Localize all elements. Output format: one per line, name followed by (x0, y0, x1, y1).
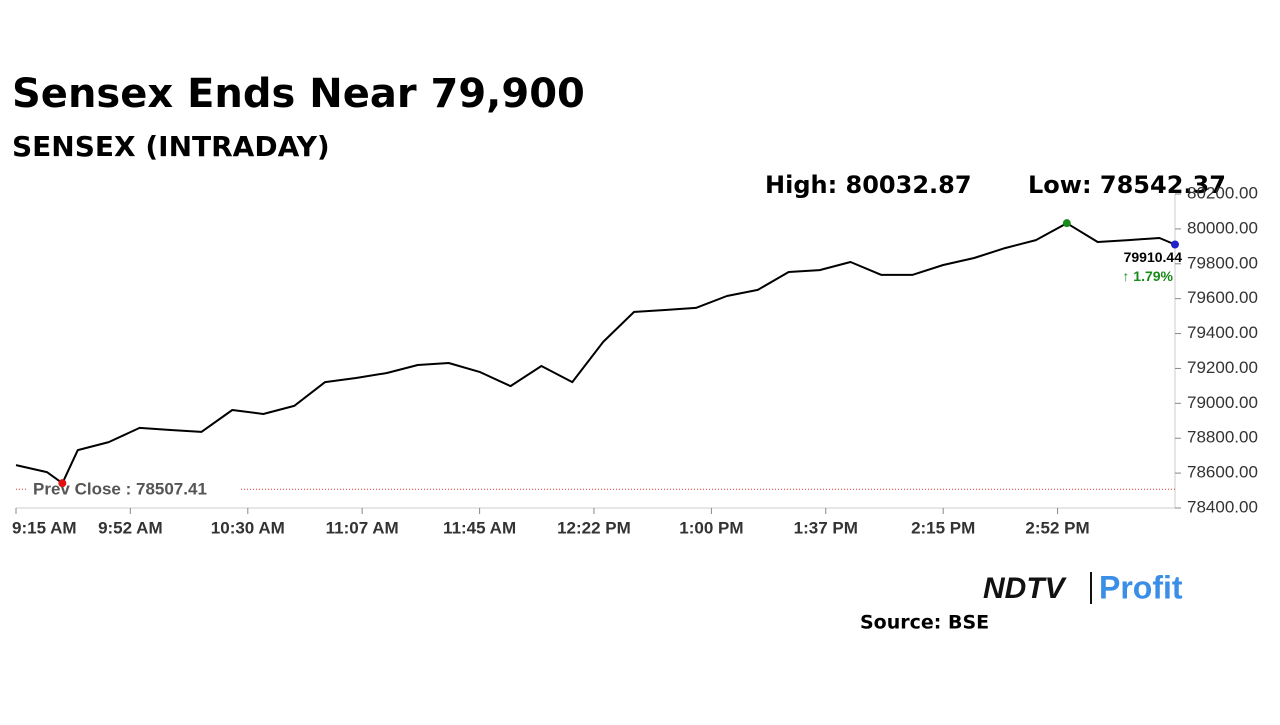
x-tick-label: 11:45 AM (443, 518, 516, 537)
high-dot (1062, 219, 1071, 228)
chart-subtitle: SENSEX (INTRADAY) (12, 130, 330, 163)
y-tick-label: 78800.00 (1187, 428, 1258, 447)
prev-close-label: Prev Close : 78507.41 (33, 480, 207, 499)
y-tick-label: 79600.00 (1187, 288, 1258, 307)
source: Source: BSE (860, 612, 989, 634)
prev-close-bg (28, 479, 240, 500)
y-tick-label: 79400.00 (1187, 323, 1258, 342)
low-dot (58, 479, 67, 488)
x-tick-label: 2:52 PM (1025, 518, 1089, 537)
x-tick-label: 1:37 PM (794, 518, 858, 537)
x-tick-label: 12:22 PM (557, 518, 631, 537)
last-dot (1171, 240, 1179, 249)
y-tick-label: 78400.00 (1187, 497, 1258, 516)
x-tick-label: 10:30 AM (211, 518, 285, 537)
x-tick-label: 1:00 PM (679, 518, 743, 537)
y-tick-label: 80200.00 (1187, 183, 1258, 202)
x-tick-label: 11:07 AM (326, 518, 399, 537)
price-line (15, 222, 1176, 485)
brand-left: NDTV (983, 572, 1068, 605)
x-tick-label: 9:15 AM (12, 518, 77, 537)
last-value-label: 79910.44 (1124, 249, 1183, 265)
y-tick-label: 79800.00 (1187, 253, 1258, 272)
y-tick-label: 79000.00 (1187, 393, 1258, 412)
y-tick-label: 80000.00 (1187, 218, 1258, 237)
x-tick-label: 2:15 PM (911, 518, 975, 537)
chart-title: Sensex Ends Near 79,900 (12, 71, 585, 117)
y-tick-label: 79200.00 (1187, 358, 1258, 377)
x-tick-label: 9:52 AM (98, 518, 163, 537)
y-tick-label: 78600.00 (1187, 463, 1258, 482)
change-label: ↑ 1.79% (1122, 268, 1173, 284)
high-label: High: 80032.87 (765, 171, 972, 199)
low-label: Low: 78542.37 (1028, 171, 1226, 199)
brand-right: Profit (1099, 569, 1183, 605)
